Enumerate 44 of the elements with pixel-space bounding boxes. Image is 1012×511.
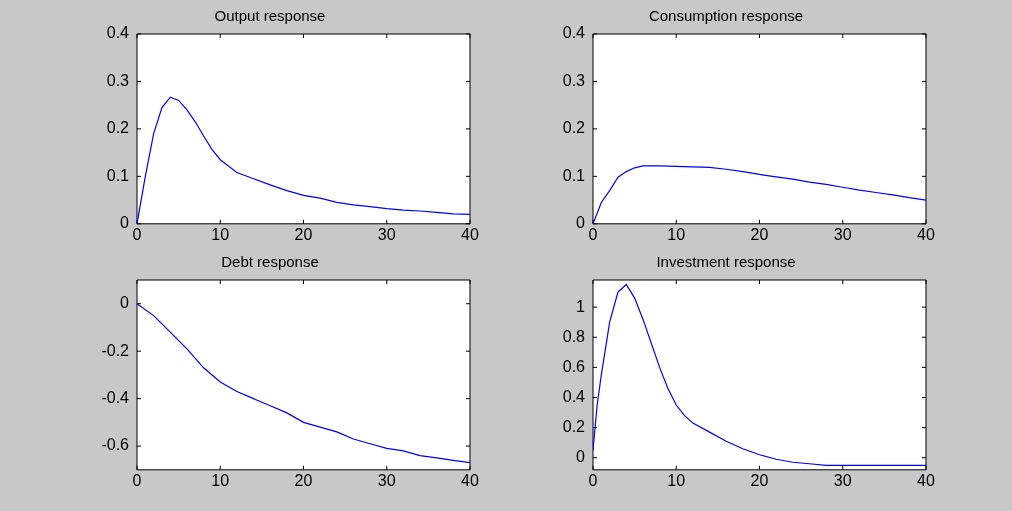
y-tick-label: 0.6 [562, 357, 586, 375]
x-tick-label: 30 [833, 471, 852, 489]
y-tick-label: 0 [576, 214, 586, 232]
x-tick-label: 30 [377, 471, 396, 489]
y-tick-label: -0.2 [101, 341, 130, 359]
y-tick-label: 0.1 [562, 166, 586, 184]
x-tick-label: 0 [132, 471, 142, 489]
chart-title: Consumption response [648, 7, 804, 25]
x-tick-label: 20 [750, 225, 769, 243]
x-tick-label: 30 [377, 225, 396, 243]
x-tick-label: 40 [917, 471, 935, 489]
y-tick-label: 0.2 [562, 119, 586, 137]
x-tick-label: 20 [750, 471, 769, 489]
x-tick-label: 30 [833, 225, 852, 243]
x-tick-label: 10 [211, 471, 230, 489]
chart-title: Output response [214, 7, 326, 25]
chart-title: Investment response [656, 253, 796, 271]
y-tick-label: 0 [120, 214, 130, 232]
x-tick-label: 0 [588, 471, 598, 489]
y-tick-label: 0.2 [106, 119, 130, 137]
x-tick-label: 10 [667, 471, 686, 489]
y-tick-label: 0.1 [106, 166, 130, 184]
y-tick-label: 0 [120, 294, 130, 312]
x-tick-label: 10 [667, 225, 686, 243]
y-tick-label: 0.4 [106, 24, 130, 42]
x-tick-label: 40 [461, 225, 479, 243]
y-tick-label: 0.4 [562, 24, 586, 42]
y-tick-label: 0 [576, 448, 586, 466]
x-tick-label: 0 [588, 225, 598, 243]
y-tick-label: 0.3 [562, 71, 586, 89]
x-tick-label: 20 [294, 225, 313, 243]
x-tick-label: 20 [294, 471, 313, 489]
y-tick-label: -0.6 [101, 436, 130, 454]
y-tick-label: 1 [576, 297, 586, 315]
y-tick-label: -0.4 [101, 389, 130, 407]
y-tick-label: 0.4 [562, 387, 586, 405]
x-tick-label: 40 [917, 225, 935, 243]
x-tick-label: 10 [211, 225, 230, 243]
y-tick-label: 0.8 [562, 327, 586, 345]
x-tick-label: 0 [132, 225, 142, 243]
y-tick-label: 0.2 [562, 418, 586, 436]
chart-title: Debt response [221, 253, 319, 271]
y-tick-label: 0.3 [106, 71, 130, 89]
x-tick-label: 40 [461, 471, 479, 489]
